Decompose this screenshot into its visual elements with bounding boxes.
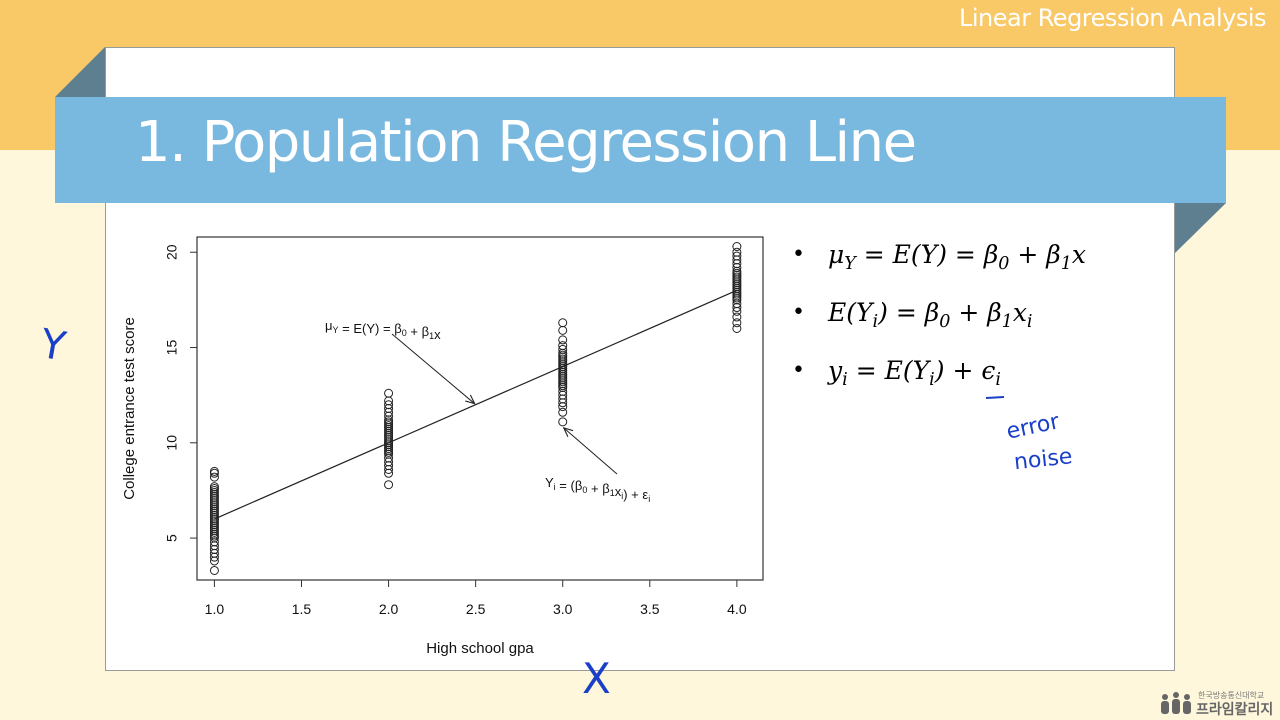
data-point xyxy=(558,407,568,417)
data-point xyxy=(209,466,219,476)
data-point xyxy=(384,400,394,410)
data-point xyxy=(558,335,568,345)
data-point xyxy=(384,480,394,490)
college-logo: 한국방송통신대학교 프라임칼리지 xyxy=(1158,690,1276,718)
plot-points xyxy=(209,242,742,575)
x-tick-label: 3.5 xyxy=(640,601,660,617)
logo-college-name: 프라임칼리지 xyxy=(1196,702,1274,718)
data-point xyxy=(209,472,219,482)
x-tick-label: 3.0 xyxy=(553,601,573,617)
equation-item: • μY = E(Y) = β0 + β1x xyxy=(790,232,1086,290)
logo-university-name: 한국방송통신대학교 xyxy=(1198,691,1265,700)
people-icon xyxy=(1161,692,1191,714)
plot-regression xyxy=(214,289,738,520)
data-point xyxy=(558,325,568,335)
data-point xyxy=(558,417,568,427)
x-tick-label: 2.0 xyxy=(379,601,399,617)
course-title: Linear Regression Analysis xyxy=(958,4,1267,32)
bullet-icon: • xyxy=(792,358,805,383)
handwritten-y-label: Y xyxy=(36,321,70,371)
x-tick-label: 4.0 xyxy=(727,601,747,617)
slide-title: 1. Population Regression Line xyxy=(135,110,917,175)
y-tick-label: 10 xyxy=(164,435,180,451)
x-tick-label: 2.5 xyxy=(466,601,486,617)
banner-fold-left xyxy=(55,47,105,97)
annotation-mean-line: μY = E(Y) = β0 + β1x xyxy=(325,318,441,342)
data-point xyxy=(732,318,742,328)
data-point xyxy=(558,318,568,328)
y-axis-label: College entrance test score xyxy=(121,317,138,500)
data-point xyxy=(732,251,742,261)
x-axis-label: High school gpa xyxy=(426,640,534,657)
x-tick-label: 1.5 xyxy=(292,601,312,617)
banner-fold-right xyxy=(1175,203,1226,253)
y-tick-label: 15 xyxy=(164,340,180,356)
plot-axes: 1.0 1.5 2.0 2.5 3.0 3.5 4.0 5 10 15 20 High school … xyxy=(121,236,764,657)
plot-frame xyxy=(196,236,764,581)
equation-expected-yi: E(Yi) = β0 + β1xi xyxy=(828,298,1033,332)
equation-mean-y: μY = E(Y) = β0 + β1x xyxy=(828,240,1086,274)
data-point xyxy=(732,312,742,322)
equation-item: • yi = E(Yi) + ϵi xyxy=(790,348,1086,406)
plot-annotations: μY = E(Y) = β0 + β1x Yi = (β0 + β1xi) + ε… xyxy=(325,318,650,504)
equation-observed-yi: yi = E(Yi) + ϵi xyxy=(828,356,1001,390)
data-point xyxy=(558,344,568,354)
y-tick-label: 5 xyxy=(164,534,180,542)
annotation-arrow xyxy=(391,333,475,404)
data-point xyxy=(732,242,742,252)
bullet-icon: • xyxy=(792,300,805,325)
bullet-icon: • xyxy=(792,242,805,267)
title-banner: 1. Population Regression Line xyxy=(55,97,1226,203)
y-tick-label: 20 xyxy=(164,244,180,260)
data-point xyxy=(209,482,219,492)
equation-list: • μY = E(Y) = β0 + β1x • E(Yi) = β0 + β1xi… xyxy=(790,232,1086,406)
x-tick-label: 1.0 xyxy=(205,601,225,617)
data-point xyxy=(209,565,219,575)
equation-item: • E(Yi) = β0 + β1xi xyxy=(790,290,1086,348)
regression-line xyxy=(214,289,738,520)
scatter-plot: 1.0 1.5 2.0 2.5 3.0 3.5 4.0 5 10 15 20 High school … xyxy=(121,236,764,657)
data-point xyxy=(558,341,568,351)
data-point xyxy=(732,247,742,257)
data-point xyxy=(732,323,742,333)
data-point xyxy=(384,388,394,398)
annotation-observation: Yi = (β0 + β1xi) + εi xyxy=(545,475,650,504)
annotation-arrow xyxy=(564,428,618,475)
